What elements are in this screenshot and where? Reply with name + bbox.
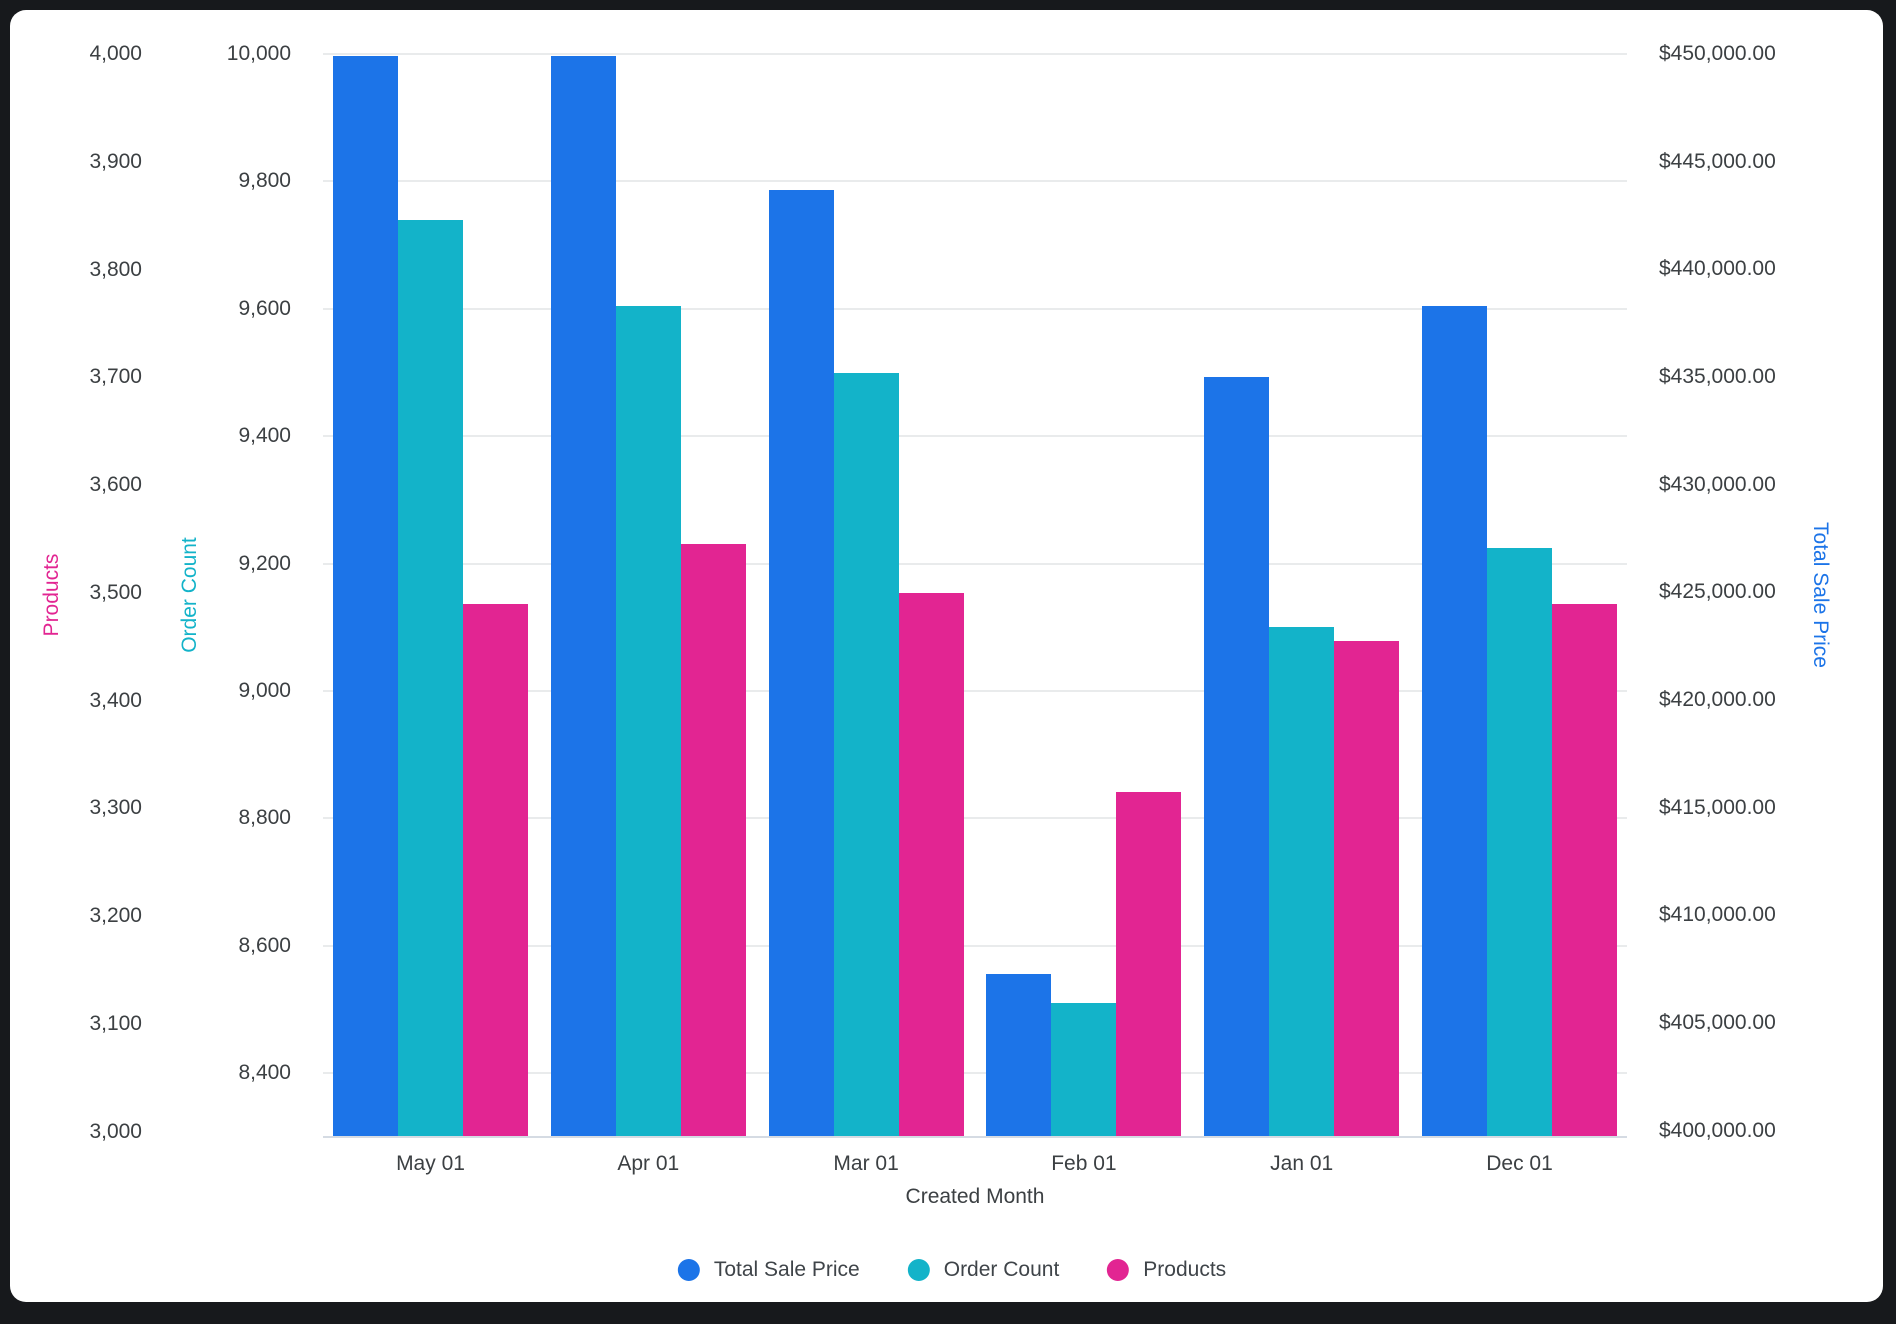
money-tick-label: $450,000.00 [1659,42,1776,65]
count-tick-label: 9,600 [238,296,291,320]
chart-legend: Total Sale Price Order Count Products [677,1258,1226,1282]
x-tick-label-jan-01: Jan 01 [1270,1152,1334,1175]
bar-order-count-dec-01[interactable] [1487,547,1552,1137]
money-tick-label: $405,000.00 [1659,1010,1776,1034]
bar-order-count-jan-01[interactable] [1269,627,1335,1137]
legend-dot-total-sale-price-icon [677,1259,700,1281]
bar-products-may-01[interactable] [463,603,528,1137]
x-axis-title: Created Month [905,1185,1045,1208]
x-tick-label-feb-01: Feb 01 [1051,1152,1117,1175]
money-tick-label: $440,000.00 [1659,257,1776,281]
products-tick-label: 3,400 [89,688,142,712]
bar-total-sale-price-mar-01[interactable] [768,189,834,1137]
money-tick-label: $435,000.00 [1659,364,1776,388]
legend-label-total-sale-price: Total Sale Price [713,1258,860,1281]
gridline [323,1072,1627,1075]
x-tick-label-may-01: May 01 [396,1152,465,1175]
bar-total-sale-price-may-01[interactable] [333,56,398,1137]
x-tick-label-dec-01: Dec 01 [1486,1152,1553,1175]
count-tick-label: 9,400 [238,424,291,448]
products-tick-label: 3,000 [89,1119,142,1143]
products-tick-label: 4,000 [89,42,142,65]
products-tick-label: 3,800 [89,257,142,281]
x-axis-line [323,1136,1627,1138]
money-tick-label: $415,000.00 [1659,795,1776,819]
money-tick-label: $410,000.00 [1659,903,1776,927]
money-tick-label: $445,000.00 [1659,149,1776,173]
bar-products-jan-01[interactable] [1334,641,1400,1137]
legend-item-products[interactable]: Products [1107,1258,1226,1282]
products-tick-label: 3,200 [89,904,142,928]
gridline [323,53,1627,55]
products-tick-label: 3,600 [89,473,142,497]
chart-stage: 3,000 3,100 3,200 3,300 3,400 3,500 3,600 3,700… [10,10,1883,1302]
money-tick-label: $420,000.00 [1659,687,1776,711]
count-tick-label: 8,600 [238,933,291,957]
bar-products-apr-01[interactable] [680,544,746,1137]
bar-order-count-may-01[interactable] [398,219,463,1137]
bar-order-count-feb-01[interactable] [1051,1003,1117,1137]
bar-total-sale-price-dec-01[interactable] [1422,305,1487,1137]
products-tick-label: 3,500 [89,580,142,604]
legend-dot-products-icon [1107,1259,1130,1281]
products-tick-label: 3,900 [89,149,142,173]
count-tick-label: 8,400 [238,1061,291,1085]
gridline [323,690,1627,693]
bar-total-sale-price-feb-01[interactable] [986,974,1052,1137]
bar-products-dec-01[interactable] [1552,603,1617,1137]
count-tick-label: 8,800 [238,806,291,830]
gridline [323,944,1627,947]
legend-item-total-sale-price[interactable]: Total Sale Price [677,1258,860,1282]
products-axis-title: Products [40,553,63,637]
legend-dot-order-count-icon [907,1259,930,1281]
gridline [323,180,1627,183]
order-count-axis-title: Order Count [178,537,201,653]
count-tick-label: 9,800 [238,169,291,193]
total-sale-price-axis-title: Total Sale Price [1809,522,1832,668]
gridline [323,307,1627,310]
bar-total-sale-price-apr-01[interactable] [550,56,616,1137]
gridline [323,435,1627,438]
legend-item-order-count[interactable]: Order Count [907,1258,1060,1282]
gridline [323,562,1627,565]
products-tick-label: 3,700 [89,365,142,389]
bar-order-count-mar-01[interactable] [833,372,899,1137]
count-tick-label: 10,000 [226,42,291,65]
x-tick-label-mar-01: Mar 01 [833,1152,899,1175]
legend-label-order-count: Order Count [943,1258,1060,1281]
money-tick-label: $430,000.00 [1659,472,1776,496]
count-tick-label: 9,200 [238,551,291,575]
count-tick-label: 9,000 [238,679,291,703]
plot-area [323,53,1627,1138]
money-tick-label: $425,000.00 [1659,580,1776,604]
bar-products-mar-01[interactable] [898,592,964,1137]
bar-products-feb-01[interactable] [1116,792,1182,1137]
chart-card: 3,000 3,100 3,200 3,300 3,400 3,500 3,600 3,700… [10,10,1883,1302]
bar-total-sale-price-jan-01[interactable] [1204,376,1270,1137]
gridline [323,817,1627,820]
products-tick-label: 3,300 [89,796,142,820]
bar-order-count-apr-01[interactable] [615,305,681,1137]
legend-label-products: Products [1143,1258,1227,1281]
x-tick-label-apr-01: Apr 01 [617,1152,680,1175]
products-tick-label: 3,100 [89,1011,142,1035]
money-tick-label: $400,000.00 [1659,1118,1776,1142]
